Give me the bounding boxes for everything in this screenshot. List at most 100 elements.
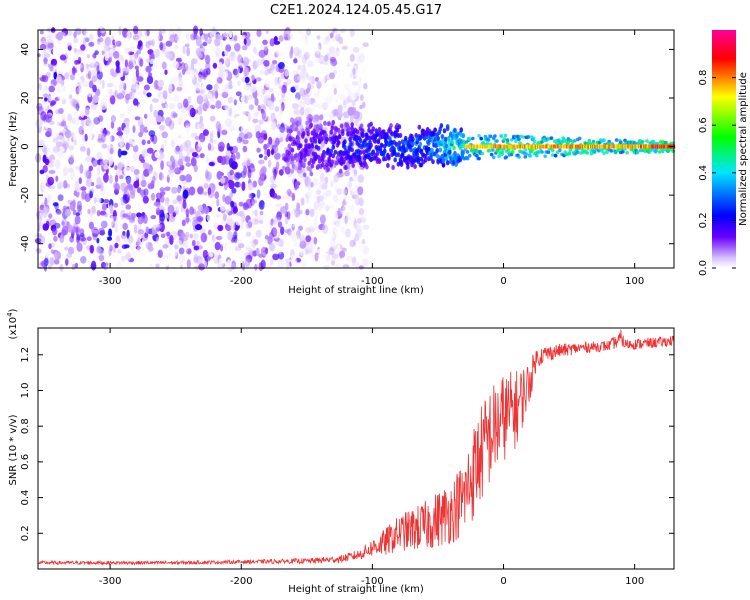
heatmap-cell — [263, 202, 269, 210]
heatmap-cell — [224, 84, 229, 89]
heatmap-cell — [375, 151, 380, 157]
heatmap-cell — [330, 58, 338, 67]
heatmap-cell — [314, 44, 321, 55]
heatmap-cell — [210, 71, 217, 76]
heatmap-cell — [58, 181, 64, 189]
heatmap-cell — [539, 144, 541, 149]
heatmap-cell — [44, 197, 48, 208]
heatmap-cell — [357, 174, 365, 183]
heatmap-cell — [122, 231, 126, 236]
heatmap-cell — [280, 122, 285, 128]
heatmap-cell — [88, 41, 95, 47]
heatmap-cell — [351, 81, 359, 86]
y-tick-label: 1.0 — [20, 383, 31, 399]
heatmap-cell — [292, 58, 298, 64]
heatmap-cell — [363, 29, 368, 36]
heatmap-cell — [230, 221, 236, 231]
heatmap-cell — [350, 122, 355, 128]
heatmap-cell — [145, 242, 149, 248]
heatmap-cell — [56, 75, 62, 84]
heatmap-cell — [158, 218, 165, 225]
heatmap-cell — [78, 177, 83, 185]
heatmap-cell — [479, 136, 484, 141]
heatmap-cell — [76, 242, 83, 252]
heatmap-cell — [216, 47, 222, 56]
heatmap-cell — [128, 60, 134, 70]
heatmap-cell — [592, 150, 597, 154]
heatmap-cell — [574, 144, 576, 149]
heatmap-cell — [250, 85, 257, 93]
heatmap-cell — [221, 91, 229, 99]
heatmap-cell — [189, 206, 195, 216]
heatmap-cell — [263, 133, 268, 141]
heatmap-cell — [133, 144, 139, 153]
heatmap-cell — [133, 152, 138, 161]
heatmap-cell — [298, 29, 303, 35]
heatmap-cell — [123, 236, 129, 243]
heatmap-cell — [339, 250, 346, 258]
heatmap-cell — [193, 233, 199, 240]
heatmap-cell — [500, 144, 503, 149]
heatmap-cell — [88, 123, 94, 132]
heatmap-cell — [75, 99, 79, 104]
x-tick-label: -200 — [230, 576, 253, 587]
heatmap-cell — [129, 165, 135, 173]
heatmap-cell — [86, 236, 92, 241]
heatmap-cell — [500, 144, 502, 149]
heatmap-cell — [69, 155, 75, 165]
heatmap-cell — [152, 98, 159, 103]
heatmap-cell — [116, 64, 121, 74]
heatmap-cell — [336, 188, 342, 195]
heatmap-cell — [361, 238, 366, 245]
heatmap-cell — [310, 181, 314, 188]
heatmap-cell — [107, 145, 111, 152]
heatmap-cell — [589, 144, 591, 149]
heatmap-cell — [193, 245, 200, 251]
heatmap-cell — [173, 94, 180, 102]
heatmap-cell — [255, 247, 260, 256]
heatmap-cell — [627, 144, 629, 149]
heatmap-cell — [329, 148, 334, 154]
heatmap-cell — [259, 69, 264, 75]
heatmap-cell — [114, 222, 119, 233]
heatmap-cell — [293, 242, 297, 247]
heatmap-cell — [104, 44, 108, 54]
heatmap-cell — [161, 131, 168, 139]
heatmap-cell — [129, 165, 135, 173]
heatmap-cell — [88, 41, 95, 47]
heatmap-cell — [322, 224, 329, 235]
heatmap-cell — [184, 66, 192, 75]
heatmap-cell — [314, 30, 321, 35]
heatmap-cell — [309, 208, 315, 218]
heatmap-cell — [185, 214, 190, 224]
heatmap-cell — [331, 144, 336, 150]
heatmap-cell — [668, 144, 670, 149]
y-tick-label: -20 — [20, 187, 31, 203]
heatmap-cell — [130, 189, 136, 199]
heatmap-cell — [614, 138, 619, 142]
heatmap-cell — [148, 263, 153, 271]
heatmap-cell — [338, 257, 344, 263]
heatmap-cell — [318, 67, 325, 75]
heatmap-cell — [43, 58, 49, 63]
heatmap-cell — [293, 46, 300, 57]
heatmap-cell — [331, 260, 335, 266]
heatmap-cell — [123, 126, 130, 134]
heatmap-cell — [158, 27, 163, 35]
heatmap-cell — [122, 67, 130, 74]
heatmap-cell — [68, 246, 75, 255]
heatmap-cell — [491, 148, 495, 152]
heatmap-cell — [358, 76, 362, 83]
heatmap-cell — [202, 102, 208, 112]
heatmap-cell — [189, 233, 193, 239]
heatmap-cell — [265, 193, 270, 202]
heatmap-cell — [160, 42, 166, 52]
heatmap-cell — [159, 187, 165, 192]
heatmap-cell — [279, 89, 285, 96]
heatmap-cell — [363, 83, 368, 90]
heatmap-cell — [481, 144, 483, 149]
heatmap-cell — [492, 155, 496, 160]
heatmap-cell — [179, 174, 186, 182]
heatmap-cell — [464, 144, 466, 149]
heatmap-cell — [399, 159, 404, 165]
